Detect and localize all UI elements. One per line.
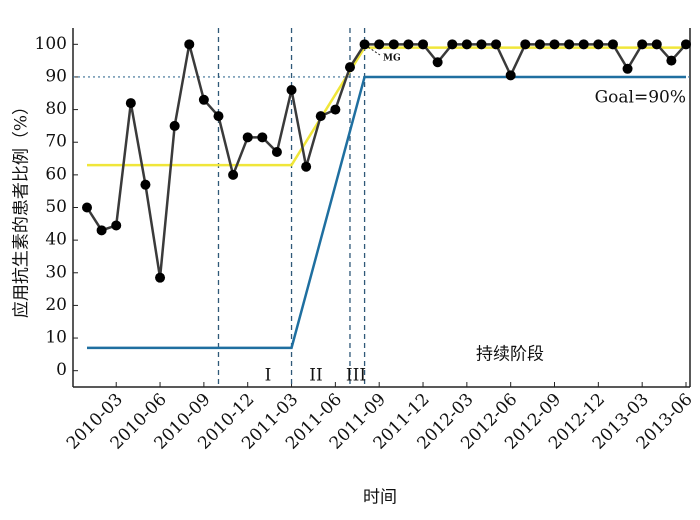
y-tick-label: 90: [45, 66, 67, 86]
data-point: [286, 85, 297, 96]
x-axis-label: 时间: [363, 488, 397, 508]
data-point: [125, 98, 136, 109]
y-tick-label: 80: [45, 99, 67, 119]
data-point: [637, 39, 648, 50]
data-point: [593, 39, 604, 50]
y-tick-label: 40: [45, 230, 67, 250]
data-point: [432, 57, 443, 68]
data-point: [271, 147, 282, 158]
annotation: MG: [383, 54, 401, 64]
data-point: [534, 39, 545, 50]
y-tick-label: 100: [35, 34, 67, 54]
data-point: [461, 39, 472, 50]
y-tick-label: 70: [45, 132, 67, 152]
data-point: [184, 39, 195, 50]
data-point: [257, 132, 268, 143]
data-point: [96, 225, 107, 236]
data-point: [330, 104, 341, 115]
data-point: [607, 39, 618, 50]
data-point: [388, 39, 399, 50]
data-point: [564, 39, 575, 50]
y-tick-label: 10: [45, 328, 67, 348]
data-point: [447, 39, 458, 50]
y-tick-label: 60: [45, 164, 67, 184]
data-point: [111, 220, 122, 231]
data-point: [228, 169, 239, 180]
data-point: [213, 111, 224, 122]
data-point: [549, 39, 560, 50]
series-line: [87, 75, 686, 350]
y-tick-label: 20: [45, 295, 67, 315]
data-point: [476, 39, 487, 50]
y-tick-label: 30: [45, 262, 67, 282]
data-point: [578, 39, 589, 50]
data-point: [491, 39, 502, 50]
y-axis-label: 应用抗生素的患者比例（%）: [12, 98, 32, 318]
annotation: 持续阶段: [476, 345, 544, 365]
y-tick-label: 50: [45, 197, 67, 217]
data-point: [403, 39, 414, 50]
data-point: [344, 62, 355, 73]
data-point: [315, 111, 326, 122]
data-point: [359, 39, 370, 50]
data-point: [301, 161, 312, 172]
data-point: [140, 179, 151, 190]
data-point: [374, 39, 385, 50]
data-point: [169, 120, 180, 131]
annotation-arrow: [367, 46, 381, 56]
annotation: Goal=90%: [595, 88, 686, 108]
data-point: [155, 272, 166, 283]
annotation: II: [309, 366, 322, 386]
series-line: [85, 43, 687, 278]
data-point: [651, 39, 662, 50]
y-tick-label: 0: [56, 360, 67, 380]
annotation: III: [346, 366, 366, 386]
data-point: [520, 39, 531, 50]
data-point: [242, 132, 253, 143]
data-point: [681, 39, 691, 50]
data-point: [505, 70, 516, 81]
data-point: [418, 39, 429, 50]
data-point: [198, 94, 209, 105]
annotation: I: [265, 366, 272, 386]
data-point: [82, 202, 92, 213]
data-point: [666, 55, 677, 66]
data-point: [622, 63, 633, 74]
